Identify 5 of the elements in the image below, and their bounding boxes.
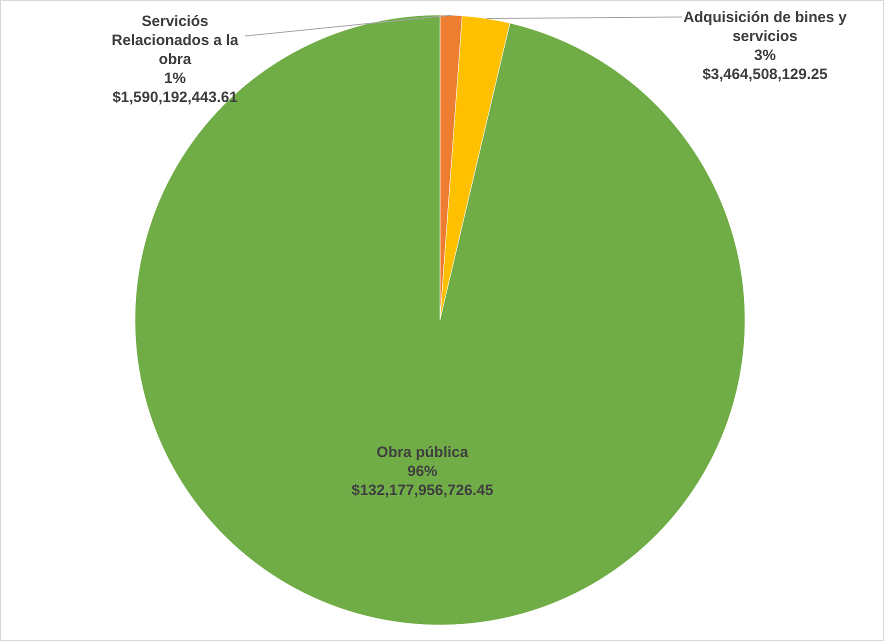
- data-label: 3% $3,464,508,129.25: [702, 47, 828, 83]
- data-label: 96% $132,177,956,726.45: [351, 462, 494, 499]
- slice-label: Adquisición de bines y servicios: [683, 9, 848, 45]
- slice-label: Obra pública: [376, 444, 469, 461]
- slice-label: Serviciós Relacionados a la obra: [112, 13, 240, 68]
